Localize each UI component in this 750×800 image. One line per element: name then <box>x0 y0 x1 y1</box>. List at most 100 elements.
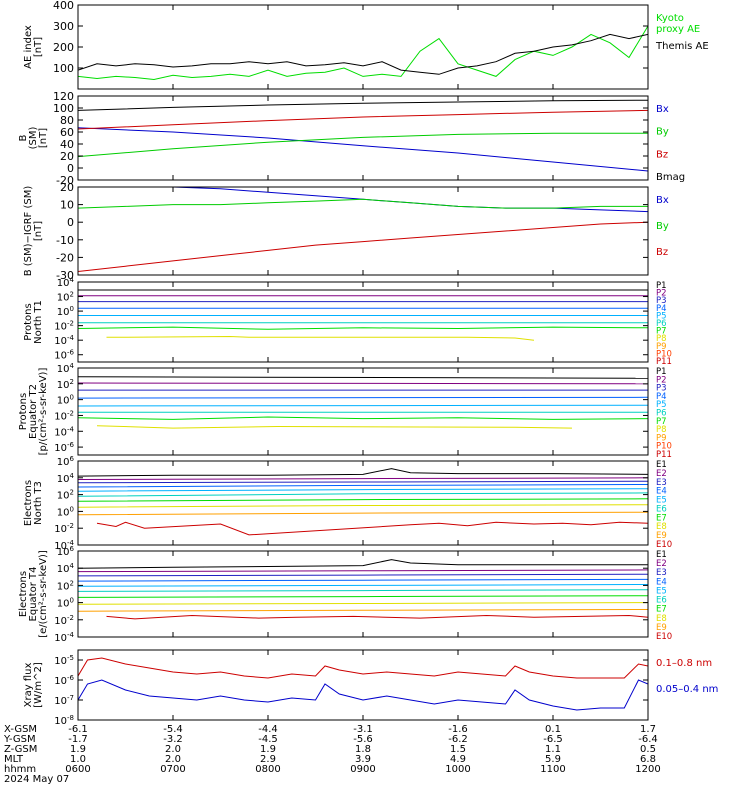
y-tick-label: 0 <box>67 216 74 229</box>
panel-7: 106 104 102 100 10-2 10-4 Electrons Equator T4[… <box>18 545 672 644</box>
legend-label: P6 <box>656 409 667 419</box>
x-row-value: 2.9 <box>260 754 276 765</box>
x-row-value: 0700 <box>160 764 185 775</box>
y-tick-label: -10 <box>56 234 74 247</box>
legend-label: P5 <box>656 311 667 321</box>
series-line-e4 <box>78 578 648 582</box>
series-line-bmag <box>78 99 648 111</box>
y-axis-label: Protons <box>23 303 34 340</box>
x-row-value: 6.8 <box>640 754 656 765</box>
series-line-e5 <box>78 488 648 492</box>
y-tick-label: 100 <box>57 305 74 318</box>
series-line-e9 <box>78 511 648 516</box>
y-tick-label: 10-5 <box>54 654 74 667</box>
y-tick-label: 100 <box>53 102 74 115</box>
legend-label: Bx <box>656 104 669 115</box>
x-row-label: Z-GSM <box>4 744 37 755</box>
y-tick-label: 10-6 <box>54 349 74 362</box>
legend-label: P9 <box>656 342 667 352</box>
y-tick-label: 100 <box>57 394 74 407</box>
y-tick-label: 10 <box>60 199 74 212</box>
y-tick-label: 10-6 <box>54 441 74 454</box>
legend-label: Bz <box>656 247 668 258</box>
series-line-p7 <box>78 326 648 330</box>
y-tick-label: 120 <box>53 90 74 103</box>
series-line-e5 <box>78 584 648 587</box>
legend-label: P1 <box>656 367 667 377</box>
y-tick-label: 104 <box>57 472 75 485</box>
x-row-value: 1.9 <box>260 744 276 755</box>
x-row-value: 1000 <box>445 764 470 775</box>
series-line-p4 <box>78 396 648 399</box>
series-line-p8 <box>96 425 573 429</box>
series-line-p1 <box>78 376 648 379</box>
series-line-e8 <box>78 602 648 605</box>
series-line-p2 <box>78 382 648 385</box>
series-line-kyoto-proxy-ae <box>78 25 648 81</box>
y-tick-label: 10-2 <box>54 614 74 627</box>
y-axis-label: Equator T4 <box>28 567 39 622</box>
y-tick-label: 10-2 <box>54 522 74 535</box>
y-tick-label: 200 <box>53 41 74 54</box>
series-line-bx <box>78 127 648 172</box>
date-label: 2024 May 07 <box>4 774 69 785</box>
x-row-value: -4.4 <box>258 724 278 735</box>
series-line-e6 <box>78 589 648 592</box>
x-row-value: -6.2 <box>448 734 468 745</box>
panel-frame <box>77 281 649 363</box>
y-tick-label: -30 <box>56 269 74 282</box>
legend-label: E3 <box>656 568 667 578</box>
panel-8: 10-5 10-6 10-7 10-8 Xray flux [W/m^2] 0.1–0.8 … <box>23 649 718 727</box>
legend-label: Themis AE <box>655 41 709 52</box>
x-row-value: 4.9 <box>450 754 466 765</box>
y-tick-label: 10-4 <box>54 425 74 438</box>
legend-label: P2 <box>656 375 667 385</box>
y-axis-label: [W/m^2] <box>33 662 44 708</box>
legend-label: E7 <box>656 513 667 523</box>
y-tick-label: 10-4 <box>54 334 74 347</box>
legend-label: E2 <box>656 469 667 479</box>
legend-label: E8 <box>656 522 667 532</box>
legend-label: Bz <box>656 149 668 160</box>
legend-label: P8 <box>656 334 667 344</box>
x-row-label: X-GSM <box>4 724 37 735</box>
legend-label: P7 <box>656 417 667 427</box>
y-tick-label: 104 <box>57 562 75 575</box>
legend-label: Bmag <box>656 172 685 183</box>
x-row-label: MLT <box>4 754 24 765</box>
y-axis-label: North T3 <box>33 481 44 525</box>
x-row-value: 0.1 <box>545 724 561 735</box>
y-tick-label: 104 <box>57 276 75 289</box>
panel-frame <box>77 550 649 638</box>
x-row-value: 0800 <box>255 764 280 775</box>
y-tick-label: 10-2 <box>54 320 74 333</box>
y-tick-label: -20 <box>56 251 74 264</box>
panel-frame <box>77 95 649 181</box>
series-line-e9 <box>78 609 648 612</box>
x-row-label: Y-GSM <box>3 734 36 745</box>
x-row-value: 1.5 <box>450 744 466 755</box>
legend-label: P11 <box>656 450 672 460</box>
series-line-e7 <box>78 498 648 502</box>
legend-label: By <box>656 127 669 138</box>
y-tick-label: 106 <box>57 545 75 558</box>
legend-label: 0.1–0.8 nm <box>656 658 712 669</box>
x-row-value: 0600 <box>65 764 90 775</box>
y-axis-label: [nT] <box>38 128 49 148</box>
y-tick-label: 10-4 <box>54 539 74 552</box>
legend-label: P4 <box>656 392 667 402</box>
y-axis-label: Equator T2 <box>28 384 39 439</box>
y-tick-label: 300 <box>53 20 74 33</box>
series-line-e10 <box>96 521 648 536</box>
y-axis-label: (SM) <box>28 127 39 150</box>
y-tick-label: 20 <box>60 181 74 194</box>
y-axis-label: [e/(cm²-s-sr-keV)] <box>38 550 49 638</box>
legend-label: E5 <box>656 496 667 506</box>
y-tick-label: 104 <box>57 362 75 375</box>
legend-label: E10 <box>656 632 672 642</box>
legend-label: E10 <box>656 540 672 550</box>
legend-label: P1 <box>656 281 667 291</box>
x-row-value: -5.4 <box>163 724 183 735</box>
series-line-e1 <box>78 468 648 477</box>
